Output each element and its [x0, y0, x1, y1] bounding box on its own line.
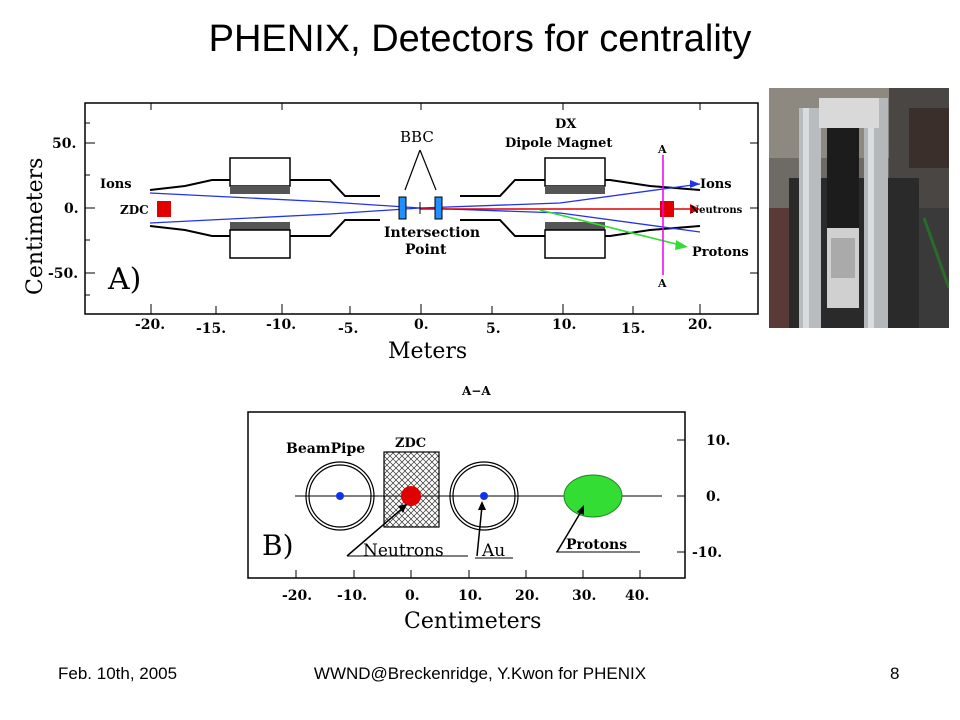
dipole-magnet-label: Dipole Magnet [505, 136, 612, 151]
au-pointer [476, 505, 483, 557]
a-ytick-50: 50. [52, 136, 76, 152]
b-xtick-0: 0. [405, 588, 420, 604]
b-ytick-minus10: -10. [692, 545, 722, 561]
diagram-a-ticks [85, 103, 758, 314]
diagram-b-ticks [295, 439, 685, 578]
ions-right-label: Ions [700, 177, 732, 192]
a-ytick-0: 0. [64, 201, 79, 217]
b-xtick-10: 10. [458, 588, 482, 604]
b-x-axis-title: Centimeters [404, 609, 541, 634]
diagram-b-frame [247, 411, 686, 579]
protons-label-b: Protons [566, 537, 627, 553]
left-magnet [229, 157, 291, 259]
a-xtick-minus5: -5. [338, 321, 358, 337]
protons-label-a: Protons [692, 245, 749, 260]
a-xtick-minus20: -20. [135, 317, 165, 333]
slide-title: PHENIX, Detectors for centrality [208, 18, 752, 60]
zdc-left [157, 201, 171, 217]
proton-arrowhead [675, 240, 688, 250]
ions-left-label: Ions [100, 177, 132, 192]
bbc-pointer-right [419, 149, 437, 191]
dx-label: DX [555, 117, 577, 132]
ion-dot-left [336, 492, 344, 500]
a-xtick-10: 10. [552, 317, 576, 333]
beampipe-label: BeamPipe [286, 441, 365, 457]
bbc-right-detector [434, 196, 443, 220]
panel-label-a: A) [107, 262, 141, 297]
a-xtick-15: 15. [621, 321, 645, 337]
intersection-label-line1: Intersection [384, 225, 480, 241]
beam-pipe-right [449, 461, 519, 531]
b-ytick-10: 10. [706, 433, 730, 449]
a-xtick-minus10: -10. [266, 317, 296, 333]
a-y-axis-title: Centimeters [23, 158, 48, 295]
a-xtick-0: 0. [414, 317, 429, 333]
b-xtick-40: 40. [625, 588, 649, 604]
neutron-arrowhead [690, 204, 700, 214]
section-mark-top: A [657, 143, 667, 156]
dx-dipole-magnet [544, 157, 606, 259]
zdc-label-a: ZDC [120, 203, 149, 217]
ion-arrowhead [690, 180, 700, 188]
a-xtick-minus15: -15. [196, 321, 226, 337]
protons-pointer [556, 509, 583, 553]
proton-trajectory [539, 209, 681, 246]
neutrons-label-b: Neutrons [363, 541, 444, 561]
a-xtick-20: 20. [688, 317, 712, 333]
footer-date: Feb. 10th, 2005 [58, 664, 178, 683]
bbc-left-detector [398, 196, 407, 220]
bbc-label: BBC [400, 128, 434, 146]
footer-event: WWND@Breckenridge, Y.Kwon for PHENIX [313, 664, 647, 683]
neutrons-pointer-head [398, 504, 407, 513]
b-xtick-minus20: -20. [282, 588, 312, 604]
neutrons-label-a: Neutrons [690, 205, 743, 216]
panel-label-b: B) [262, 529, 294, 562]
b-xtick-20: 20. [515, 588, 539, 604]
footer-page-number: 8 [890, 664, 900, 683]
section-title-aa: A−A [461, 384, 491, 398]
proton-spot [563, 474, 623, 518]
au-pointer-head [478, 501, 486, 510]
beam-pipe-left [305, 461, 375, 531]
protons-pointer-head [577, 505, 584, 515]
au-label: Au [481, 541, 505, 561]
zdc-label-b: ZDC [395, 436, 426, 451]
a-ytick-minus50: -50. [48, 266, 78, 282]
zdc-photo [769, 88, 949, 328]
a-xtick-5: 5. [486, 321, 501, 337]
b-xtick-30: 30. [572, 588, 596, 604]
intersection-label-line2: Point [405, 242, 447, 258]
au-dot [480, 492, 488, 500]
neutrons-pointer [346, 506, 405, 557]
neutron-spot [401, 486, 421, 506]
b-ytick-0: 0. [706, 489, 721, 505]
bbc-pointer-left [404, 149, 421, 191]
section-mark-bottom: A [657, 277, 667, 290]
a-x-axis-title: Meters [388, 339, 467, 364]
b-xtick-minus10: -10. [337, 588, 367, 604]
